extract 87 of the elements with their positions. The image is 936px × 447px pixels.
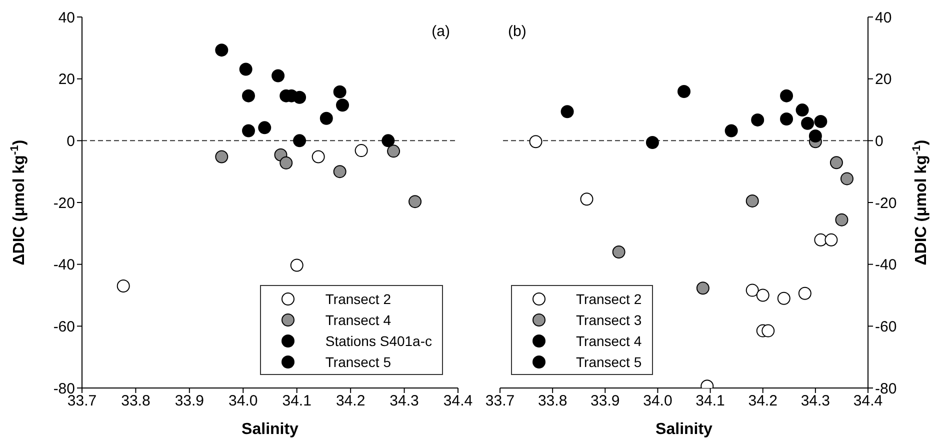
point — [290, 258, 304, 272]
x-tick-label: 34.3 — [800, 392, 830, 410]
y-tick-label: -20 — [53, 194, 75, 212]
y2-tick-label: -60 — [875, 318, 897, 336]
point — [408, 195, 422, 208]
point — [724, 124, 738, 138]
point — [258, 121, 272, 134]
x-tick-label: 34.4 — [853, 392, 883, 410]
point — [756, 288, 770, 302]
point — [293, 134, 306, 148]
point — [840, 172, 854, 186]
y-tick-label: 40 — [58, 9, 75, 26]
point — [560, 105, 574, 118]
point — [293, 90, 306, 104]
point — [780, 89, 794, 102]
point — [746, 284, 759, 297]
point — [336, 98, 350, 112]
point — [814, 115, 828, 128]
x-tick-label: 34.0 — [228, 392, 258, 410]
point — [320, 112, 333, 125]
annotation: (b) — [508, 23, 526, 40]
y-tick-label: 20 — [58, 71, 75, 88]
point — [215, 44, 228, 57]
point — [612, 245, 626, 258]
y2-tick-label: 20 — [875, 71, 892, 88]
point — [751, 113, 764, 126]
legend-label: Transect 4 — [325, 312, 391, 328]
y2-tick-label: 40 — [875, 9, 892, 26]
x-tick-label: 34.1 — [696, 392, 725, 410]
y2-tick-label: -20 — [875, 194, 897, 212]
x-tick-label: 33.7 — [485, 392, 515, 410]
x-axis-title: Salinity — [656, 421, 713, 438]
point — [242, 89, 256, 102]
legend-label: Transect 2 — [576, 290, 642, 306]
point — [814, 233, 828, 246]
point — [272, 69, 285, 82]
point — [777, 292, 790, 305]
point — [796, 104, 809, 117]
x-tick-label: 33.8 — [538, 392, 568, 410]
point — [780, 112, 794, 126]
point — [696, 282, 710, 295]
point — [798, 286, 812, 300]
y2-tick-label: 0 — [875, 132, 884, 150]
point — [830, 156, 843, 170]
point — [333, 165, 346, 178]
x-tick-label: 33.8 — [121, 392, 150, 410]
x-axis-title: Salinity — [242, 421, 299, 438]
x-tick-label: 33.9 — [174, 392, 204, 410]
point — [333, 85, 346, 98]
x-tick-label: 34.2 — [336, 392, 366, 410]
point — [280, 156, 293, 170]
point — [312, 150, 325, 164]
point — [646, 136, 659, 150]
point — [678, 85, 690, 98]
y-tick-label: -60 — [53, 318, 75, 336]
x-tick-label: 34.4 — [443, 392, 473, 410]
x-tick-label: 33.7 — [67, 392, 97, 410]
point — [387, 144, 400, 158]
y-tick-label: -40 — [53, 256, 75, 274]
x-tick-label: 34.1 — [282, 392, 312, 410]
x-tick-label: 34.3 — [390, 392, 419, 410]
point — [529, 135, 542, 148]
point — [215, 150, 228, 164]
point — [116, 279, 130, 292]
y2-tick-label: -40 — [875, 256, 897, 274]
point — [239, 62, 252, 76]
point — [762, 324, 775, 338]
point — [580, 192, 594, 206]
legend-label: Transect 5 — [325, 354, 391, 370]
point — [801, 116, 814, 130]
legend-label: Stations S401a-c — [325, 332, 432, 348]
point — [746, 194, 759, 208]
annotation: (a) — [432, 23, 450, 40]
point — [354, 144, 368, 158]
point — [382, 134, 395, 148]
point — [242, 124, 256, 138]
x-tick-label: 33.9 — [590, 392, 620, 410]
legend-label: Transect 4 — [576, 332, 642, 348]
x-tick-label: 34.0 — [643, 392, 672, 410]
legend-label: Transect 2 — [325, 290, 391, 306]
legend-label: Transect 5 — [576, 354, 642, 370]
point — [824, 233, 838, 246]
x-tick-label: 34.2 — [748, 392, 778, 410]
point — [808, 130, 822, 143]
legend-label: Transect 3 — [576, 312, 642, 328]
y-tick-label: 0 — [66, 132, 75, 150]
point — [835, 213, 848, 226]
